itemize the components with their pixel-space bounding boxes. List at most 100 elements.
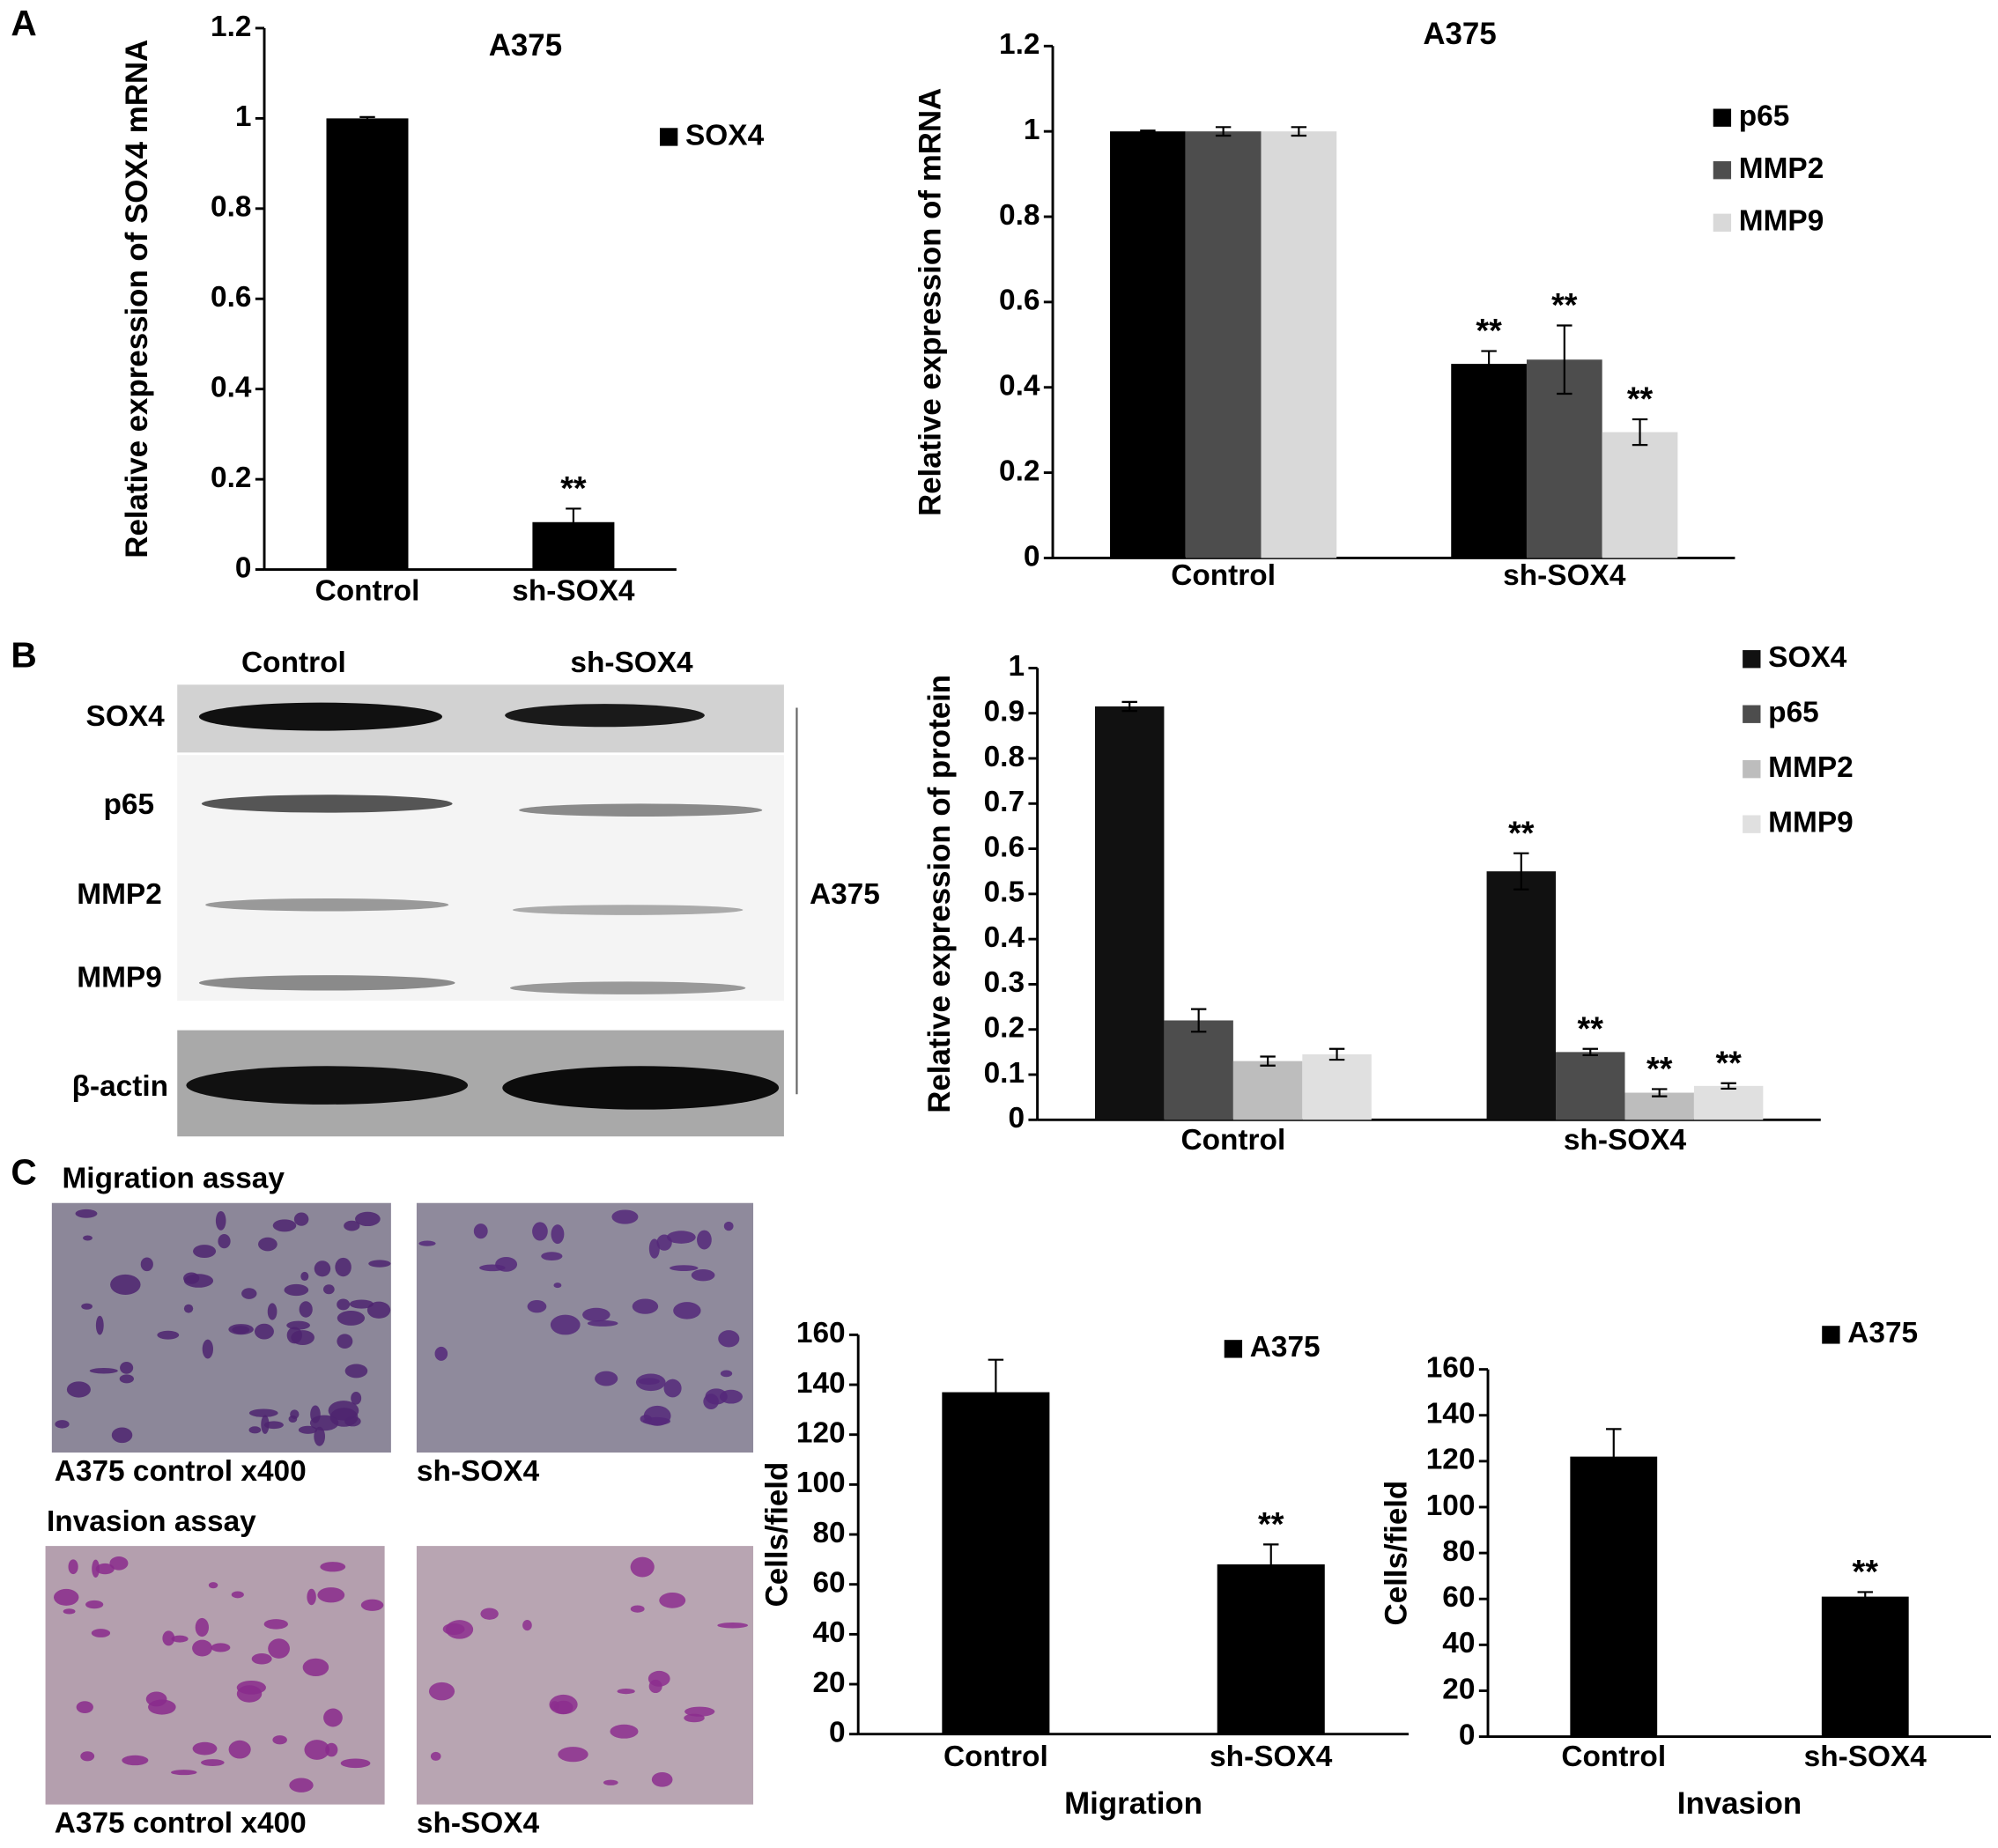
bar bbox=[1693, 1085, 1764, 1120]
y-tick-label: 0 bbox=[1459, 1719, 1476, 1751]
blot-band bbox=[505, 704, 705, 728]
bar bbox=[1570, 1456, 1658, 1737]
bar bbox=[1094, 706, 1165, 1120]
y-tick-label: 0.4 bbox=[984, 921, 1025, 954]
cell bbox=[703, 1393, 719, 1410]
image-caption: sh-SOX4 bbox=[417, 1807, 540, 1840]
y-tick-label: 0 bbox=[829, 1717, 846, 1749]
cell bbox=[610, 1724, 639, 1739]
cell bbox=[66, 1381, 91, 1398]
cell bbox=[480, 1608, 499, 1620]
cell bbox=[263, 1619, 288, 1630]
cell bbox=[314, 1260, 331, 1277]
significance: ** bbox=[1258, 1506, 1284, 1543]
significance: ** bbox=[1508, 815, 1535, 852]
y-tick-label: 100 bbox=[1426, 1489, 1476, 1522]
cell bbox=[267, 1303, 278, 1320]
cell bbox=[551, 1224, 565, 1245]
chart-title: A375 bbox=[1423, 17, 1496, 51]
y-tick-label: 160 bbox=[796, 1317, 846, 1349]
cell bbox=[337, 1334, 353, 1349]
y-tick-label: 0.5 bbox=[984, 876, 1025, 909]
bar bbox=[1821, 1596, 1909, 1737]
legend-swatch bbox=[1822, 1326, 1840, 1344]
significance: ** bbox=[1627, 381, 1654, 418]
blot-band bbox=[198, 975, 455, 991]
cell bbox=[659, 1593, 686, 1608]
image-caption: A375 control x400 bbox=[55, 1807, 307, 1840]
cell bbox=[666, 1231, 696, 1244]
y-tick-label: 1 bbox=[1008, 650, 1025, 683]
y-tick-label: 0 bbox=[1024, 540, 1040, 573]
cell bbox=[140, 1257, 153, 1272]
image-caption: A375 control x400 bbox=[55, 1455, 307, 1488]
bar bbox=[1261, 131, 1337, 558]
bar bbox=[1232, 1061, 1303, 1120]
blot-band bbox=[201, 795, 453, 813]
cell bbox=[611, 1209, 639, 1224]
legend-label: A375 bbox=[1847, 1317, 1918, 1349]
cell bbox=[218, 1233, 231, 1249]
cell bbox=[670, 1265, 699, 1272]
blot-row-label: MMP9 bbox=[77, 961, 162, 994]
bar bbox=[1451, 364, 1527, 558]
legend-swatch bbox=[1743, 815, 1761, 833]
cell bbox=[288, 1415, 298, 1423]
cell bbox=[299, 1301, 313, 1318]
cell bbox=[300, 1271, 309, 1282]
cell bbox=[430, 1751, 441, 1761]
cell bbox=[298, 1425, 318, 1434]
cell bbox=[368, 1260, 391, 1268]
y-tick-label: 1.2 bbox=[999, 28, 1040, 61]
cell bbox=[111, 1427, 133, 1444]
blot-strip bbox=[177, 755, 784, 1002]
cell bbox=[582, 1307, 610, 1322]
blot-row-label: β-actin bbox=[72, 1070, 168, 1103]
bar bbox=[1217, 1564, 1325, 1734]
y-tick-label: 60 bbox=[1442, 1581, 1475, 1614]
cell bbox=[76, 1701, 93, 1714]
cell bbox=[720, 1370, 733, 1378]
cell bbox=[473, 1223, 488, 1239]
cell bbox=[236, 1685, 263, 1703]
blot-band bbox=[205, 898, 449, 912]
cell bbox=[323, 1708, 343, 1727]
cell bbox=[289, 1778, 314, 1793]
cell bbox=[691, 1269, 715, 1282]
cell bbox=[68, 1559, 78, 1575]
blot-row-label: SOX4 bbox=[86, 700, 166, 733]
cell bbox=[171, 1635, 189, 1643]
cell bbox=[92, 1559, 100, 1578]
cell bbox=[344, 1220, 360, 1231]
bar bbox=[1110, 131, 1186, 558]
cell bbox=[183, 1304, 194, 1313]
cell bbox=[638, 1378, 660, 1385]
assay-title: Invasion assay bbox=[47, 1505, 256, 1538]
y-tick-label: 0.7 bbox=[984, 786, 1025, 818]
cell bbox=[286, 1320, 310, 1330]
cell bbox=[309, 1415, 339, 1431]
x-axis-label: Invasion bbox=[1677, 1786, 1802, 1821]
panel-letter: B bbox=[11, 635, 36, 676]
legend-swatch bbox=[1743, 760, 1761, 779]
cell bbox=[75, 1209, 98, 1218]
y-tick-label: 120 bbox=[796, 1417, 846, 1450]
cell bbox=[272, 1735, 287, 1745]
cell bbox=[85, 1600, 104, 1609]
panel-letter: C bbox=[11, 1152, 36, 1193]
cell bbox=[215, 1210, 226, 1231]
y-tick-label: 80 bbox=[1442, 1535, 1475, 1568]
bar bbox=[326, 118, 409, 570]
y-tick-label: 0.4 bbox=[999, 370, 1040, 403]
y-tick-label: 0.6 bbox=[999, 285, 1040, 317]
cell bbox=[322, 1284, 335, 1295]
y-tick-label: 0.2 bbox=[999, 455, 1040, 487]
blot-band bbox=[519, 803, 763, 817]
cell bbox=[109, 1556, 129, 1571]
cell bbox=[195, 1617, 210, 1637]
blot-band bbox=[509, 981, 746, 994]
cell bbox=[162, 1630, 175, 1646]
y-tick-label: 0.2 bbox=[984, 1012, 1025, 1045]
legend-swatch bbox=[1743, 705, 1761, 723]
blot-column-label: sh-SOX4 bbox=[570, 647, 693, 679]
